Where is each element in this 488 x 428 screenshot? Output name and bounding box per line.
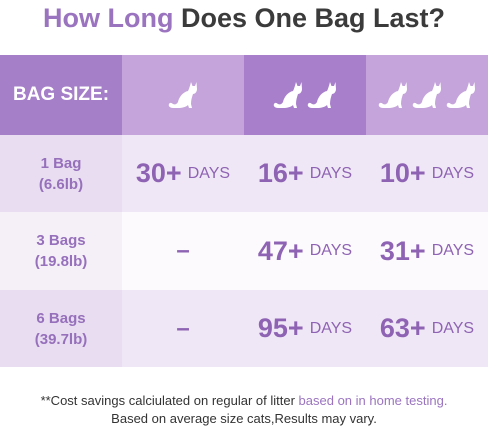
title: How Long Does One Bag Last? <box>0 0 488 40</box>
footnote-line: **Cost savings calciulated on regular of… <box>0 392 488 410</box>
footnote-text: **Cost savings calciulated on regular of… <box>40 393 295 408</box>
footnote-line: Based on average size cats,Results may v… <box>111 411 377 426</box>
days-number: 10+ <box>379 158 426 188</box>
table-cell: – <box>122 290 244 367</box>
row-label: 1 Bag (6.6lb) <box>0 135 122 212</box>
dash: – <box>176 237 190 264</box>
days-number: 95+ <box>257 313 304 343</box>
days-unit: DAYS <box>431 164 475 182</box>
table-cell: 10+ DAYS <box>366 135 488 212</box>
footnote: **Cost savings calciulated on regular of… <box>0 392 488 428</box>
row-label-line: 1 Bag <box>40 154 82 172</box>
row-label-line: (6.6lb) <box>38 175 84 193</box>
days-unit: DAYS <box>309 319 353 337</box>
row-label: 3 Bags (19.8lb) <box>0 212 122 290</box>
days-unit: DAYS <box>431 319 475 337</box>
table-cell: 16+ DAYS <box>244 135 366 212</box>
days-number: 31+ <box>379 235 426 266</box>
cat-icon <box>166 80 200 110</box>
footnote-accent: based on in home testing. <box>298 393 448 408</box>
days-unit: DAYS <box>309 242 353 259</box>
dash: – <box>176 314 190 342</box>
days-unit: DAYS <box>431 242 475 259</box>
header-cell <box>122 55 244 135</box>
cat-icon <box>410 80 444 110</box>
header-cell <box>366 55 488 135</box>
cat-icon <box>271 80 305 110</box>
table-cell: 47+ DAYS <box>244 212 366 290</box>
row-label-line: (19.8lb) <box>34 253 88 270</box>
row-label-line: (39.7lb) <box>34 330 88 348</box>
days-number: 30+ <box>135 158 182 188</box>
table-cell: 31+ DAYS <box>366 212 488 290</box>
cat-icon <box>305 80 339 110</box>
title-rest: Does One Bag Last? <box>180 3 446 33</box>
table-cell: 63+ DAYS <box>366 290 488 367</box>
table-cell: 30+ DAYS <box>122 135 244 212</box>
header-label: BAG SIZE: <box>12 84 110 105</box>
title-accent: How Long <box>42 3 174 33</box>
days-number: 16+ <box>257 158 304 188</box>
table-cell: – <box>122 212 244 290</box>
days-unit: DAYS <box>309 164 353 182</box>
days-unit: DAYS <box>187 164 231 182</box>
header-cell <box>244 55 366 135</box>
row-label: 6 Bags (39.7lb) <box>0 290 122 367</box>
row-label-line: 6 Bags <box>36 309 86 327</box>
cat-icon <box>376 80 410 110</box>
table-cell: 95+ DAYS <box>244 290 366 367</box>
days-number: 63+ <box>379 313 426 343</box>
row-label-line: 3 Bags <box>36 232 86 249</box>
cat-icon <box>444 80 478 110</box>
header-cell: BAG SIZE: <box>0 55 122 135</box>
days-number: 47+ <box>257 235 304 266</box>
